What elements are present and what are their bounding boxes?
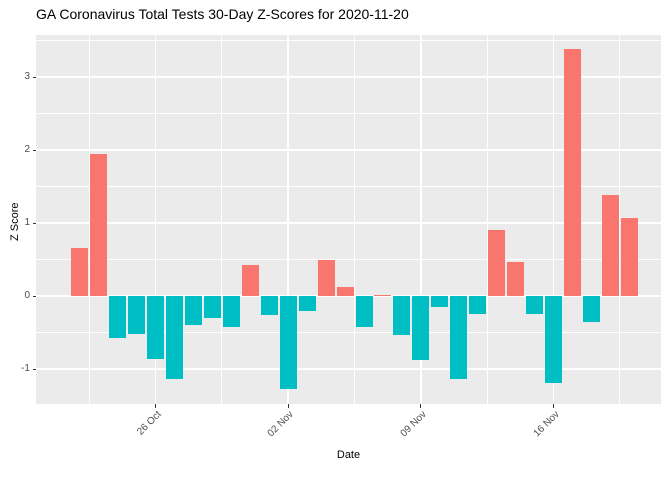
x-tickmark — [553, 404, 554, 408]
gridline-v-minor — [354, 35, 355, 404]
gridline-h-minor — [36, 259, 661, 260]
bar — [526, 296, 543, 314]
bar — [298, 296, 316, 312]
x-tick-label: 09 Nov — [398, 409, 429, 440]
x-tick-label: 26 Oct — [134, 409, 164, 438]
gridline-h-minor — [36, 332, 661, 333]
bar — [412, 296, 430, 361]
bar — [507, 261, 525, 296]
gridline-v-major — [287, 35, 289, 404]
y-tickmark — [32, 368, 36, 370]
gridline-v-major — [420, 35, 422, 404]
bar — [147, 296, 164, 359]
bar — [620, 217, 638, 296]
bar — [203, 296, 221, 318]
bar — [431, 296, 449, 307]
gridline-v-minor — [221, 35, 223, 404]
x-tick-label: 16 Nov — [531, 409, 562, 440]
y-tickmark — [32, 76, 36, 78]
gridline-h-minor — [36, 113, 661, 114]
bar — [109, 296, 127, 339]
y-tickmark — [32, 149, 36, 151]
x-tickmark — [287, 404, 289, 408]
bar — [601, 194, 619, 296]
chart-title: GA Coronavirus Total Tests 30-Day Z-Scor… — [36, 6, 409, 22]
y-tickmark — [32, 295, 36, 297]
bar — [260, 296, 278, 315]
y-tick-label: -1 — [21, 363, 30, 374]
y-tick-label: 3 — [24, 71, 30, 82]
bar — [469, 296, 487, 314]
bar — [450, 296, 468, 379]
bar — [545, 296, 562, 383]
gridline-h-major — [36, 295, 661, 297]
bar — [128, 296, 146, 334]
bar — [71, 247, 89, 296]
gridline-h-major — [36, 76, 661, 78]
bar — [184, 296, 202, 325]
gridline-h-major — [36, 222, 661, 224]
gridline-v-minor — [486, 35, 488, 404]
bar — [90, 153, 108, 296]
y-tick-label: 2 — [24, 144, 30, 155]
gridline-h-major — [36, 368, 661, 370]
x-tick-label: 02 Nov — [265, 409, 296, 440]
y-tickmark — [32, 222, 36, 224]
bar — [222, 296, 240, 327]
bar — [241, 265, 259, 296]
bar — [166, 296, 183, 379]
gridline-v-minor — [619, 35, 621, 404]
x-tickmark — [420, 404, 422, 408]
gridline-h-major — [36, 149, 661, 151]
bar — [488, 229, 506, 296]
bar — [582, 296, 600, 322]
y-tick-label: 0 — [24, 290, 30, 301]
gridline-v-minor — [88, 35, 90, 404]
gridline-v-major — [552, 35, 555, 404]
bar — [336, 286, 354, 296]
bar — [355, 296, 373, 328]
x-axis-title: Date — [336, 449, 361, 461]
bar — [374, 294, 392, 296]
gridline-h-minor — [36, 40, 661, 41]
gridline-h-minor — [36, 186, 661, 187]
y-tick-label: 1 — [24, 217, 30, 228]
gridline-v-major — [154, 35, 157, 404]
plot-panel — [36, 35, 661, 404]
bar — [279, 296, 297, 390]
bar — [393, 296, 411, 335]
bar — [317, 260, 335, 296]
x-tickmark — [155, 404, 156, 408]
bar — [564, 49, 581, 296]
